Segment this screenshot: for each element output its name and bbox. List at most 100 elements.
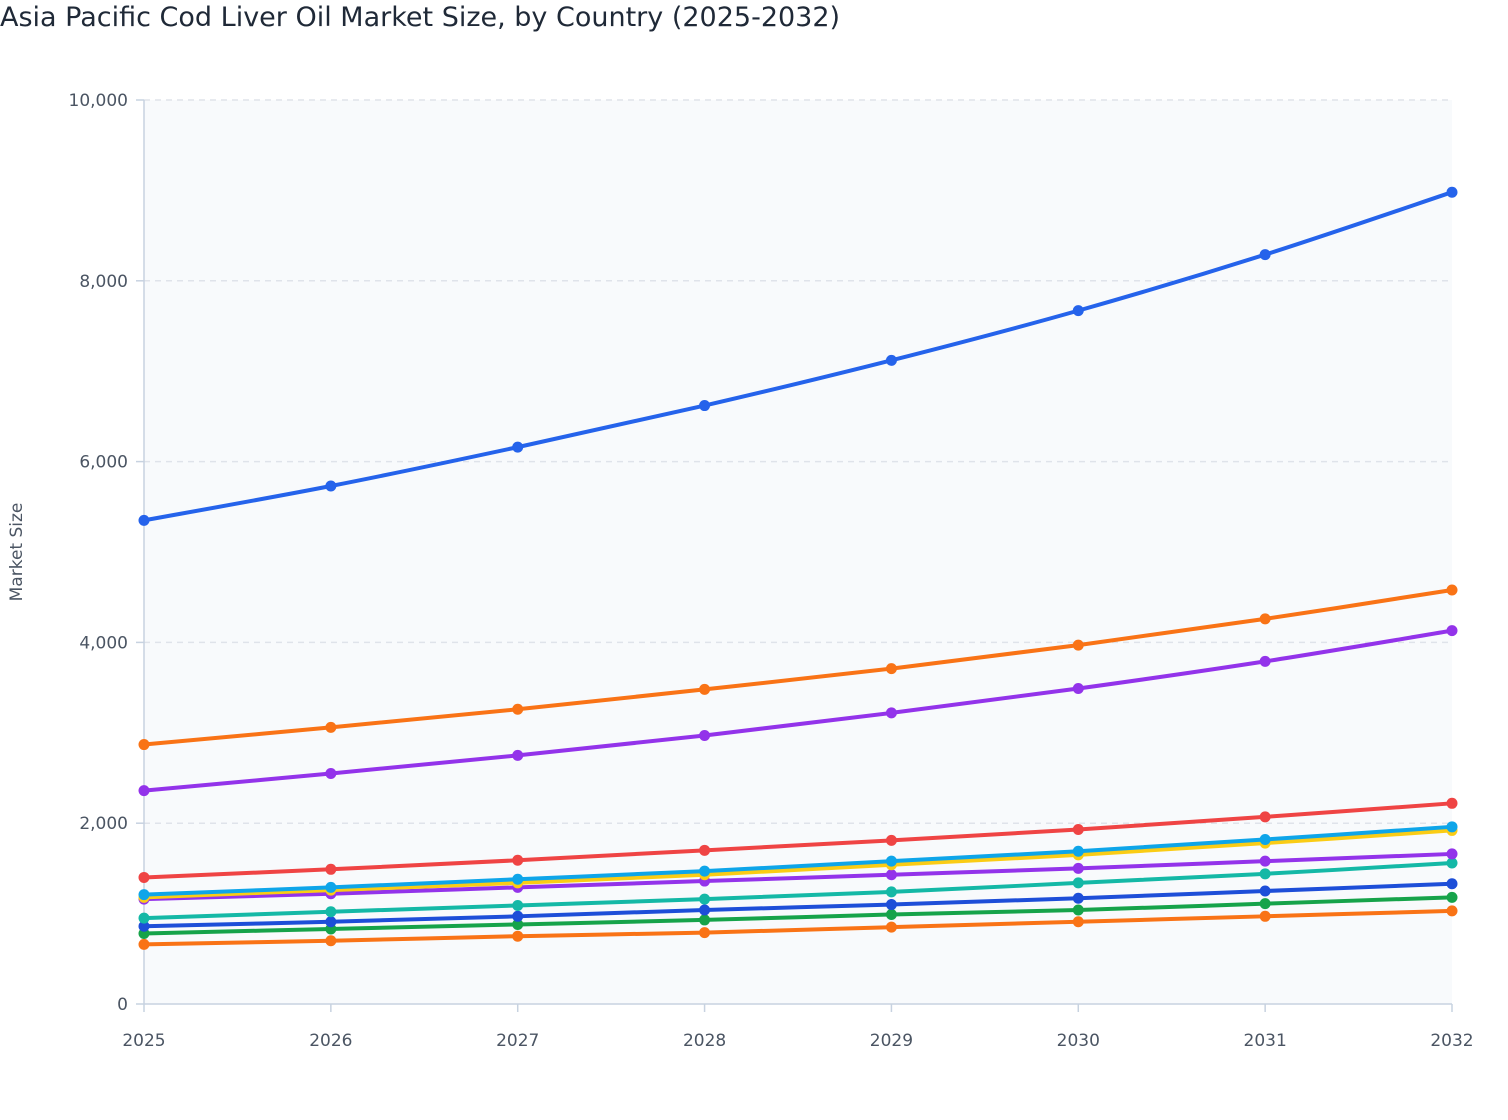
data-point[interactable]	[699, 400, 711, 412]
data-point[interactable]	[138, 938, 150, 950]
data-point[interactable]	[138, 514, 150, 526]
data-point[interactable]	[885, 909, 897, 921]
data-point[interactable]	[1446, 797, 1458, 809]
data-point[interactable]	[1446, 878, 1458, 890]
data-point[interactable]	[325, 480, 337, 492]
data-point[interactable]	[512, 873, 524, 885]
series-9	[138, 878, 1458, 932]
data-point[interactable]	[1072, 877, 1084, 889]
plot-area	[144, 100, 1452, 1004]
data-point[interactable]	[138, 785, 150, 797]
data-point[interactable]	[1259, 613, 1271, 625]
data-point[interactable]	[885, 899, 897, 911]
series-line-5	[142, 824, 1454, 897]
chart-title: Asia Pacific Cod Liver Oil Market Size, …	[0, 2, 841, 33]
series-line-4	[142, 801, 1454, 880]
data-point[interactable]	[1072, 683, 1084, 695]
series-line-3	[142, 628, 1454, 793]
data-point[interactable]	[699, 683, 711, 695]
data-point[interactable]	[1446, 821, 1458, 833]
data-point[interactable]	[1072, 845, 1084, 857]
data-point[interactable]	[1446, 584, 1458, 596]
grid-lines	[144, 99, 1452, 824]
data-point[interactable]	[512, 441, 524, 453]
series-line-11	[142, 908, 1454, 947]
data-point[interactable]	[1446, 186, 1458, 198]
data-point[interactable]	[699, 844, 711, 856]
data-point[interactable]	[1259, 885, 1271, 897]
x-tick-label: 2025	[122, 1031, 165, 1051]
data-point[interactable]	[325, 881, 337, 893]
data-point[interactable]	[1072, 904, 1084, 916]
data-point[interactable]	[699, 730, 711, 742]
data-point[interactable]	[1259, 855, 1271, 867]
series-line-1	[142, 190, 1454, 523]
series-11	[138, 905, 1458, 950]
data-point[interactable]	[512, 930, 524, 942]
x-tick-label: 2032	[1430, 1031, 1473, 1051]
series-lines	[138, 186, 1458, 950]
data-point[interactable]	[325, 906, 337, 918]
series-line-8	[142, 860, 1454, 921]
data-point[interactable]	[512, 918, 524, 930]
series-8	[138, 857, 1458, 924]
data-point[interactable]	[1259, 910, 1271, 922]
data-point[interactable]	[325, 935, 337, 947]
data-point[interactable]	[1446, 905, 1458, 917]
y-axis-title: Market Size	[7, 503, 27, 602]
data-point[interactable]	[885, 354, 897, 366]
data-point[interactable]	[699, 893, 711, 905]
data-point[interactable]	[1446, 625, 1458, 637]
data-point[interactable]	[1072, 639, 1084, 651]
data-point[interactable]	[1259, 898, 1271, 910]
axes	[136, 99, 1453, 1012]
y-tick-label: 0	[117, 995, 128, 1015]
data-point[interactable]	[885, 921, 897, 933]
data-point[interactable]	[1259, 811, 1271, 823]
data-point[interactable]	[138, 889, 150, 901]
series-line-7	[142, 851, 1454, 902]
data-point[interactable]	[512, 899, 524, 911]
data-point[interactable]	[699, 927, 711, 939]
data-point[interactable]	[699, 865, 711, 877]
data-point[interactable]	[512, 749, 524, 761]
data-point[interactable]	[1446, 857, 1458, 869]
data-point[interactable]	[1446, 891, 1458, 903]
data-point[interactable]	[1259, 833, 1271, 845]
data-point[interactable]	[885, 707, 897, 719]
data-point[interactable]	[1259, 868, 1271, 880]
data-point[interactable]	[885, 834, 897, 846]
data-point[interactable]	[1446, 848, 1458, 860]
data-point[interactable]	[138, 739, 150, 751]
data-point[interactable]	[885, 855, 897, 867]
data-point[interactable]	[1072, 305, 1084, 317]
data-point[interactable]	[1072, 916, 1084, 928]
data-point[interactable]	[699, 914, 711, 926]
data-point[interactable]	[1259, 655, 1271, 667]
data-point[interactable]	[325, 721, 337, 733]
data-point[interactable]	[138, 920, 150, 932]
data-point[interactable]	[138, 912, 150, 924]
x-tick-label: 2031	[1244, 1031, 1287, 1051]
y-tick-label: 4,000	[79, 633, 128, 653]
data-point[interactable]	[1072, 862, 1084, 874]
data-point[interactable]	[512, 910, 524, 922]
data-point[interactable]	[325, 863, 337, 875]
data-point[interactable]	[885, 869, 897, 881]
data-point[interactable]	[1072, 824, 1084, 836]
series-line-2	[142, 587, 1454, 747]
data-point[interactable]	[138, 871, 150, 883]
data-point[interactable]	[325, 767, 337, 779]
data-point[interactable]	[885, 886, 897, 898]
data-point[interactable]	[512, 854, 524, 866]
data-point[interactable]	[885, 663, 897, 675]
data-point[interactable]	[699, 904, 711, 916]
data-point[interactable]	[1072, 892, 1084, 904]
data-point[interactable]	[512, 703, 524, 715]
data-point[interactable]	[325, 916, 337, 928]
y-tick-label: 6,000	[79, 453, 128, 473]
data-point[interactable]	[1259, 249, 1271, 261]
series-3	[138, 625, 1458, 797]
